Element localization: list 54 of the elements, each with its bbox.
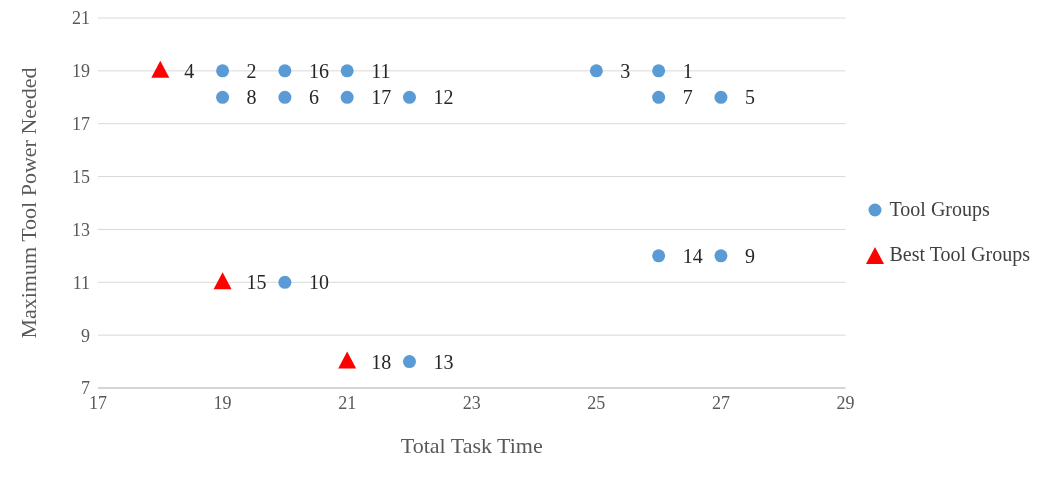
- legend-label: Tool Groups: [889, 198, 990, 221]
- annotation: 14: [682, 244, 703, 267]
- x-tick-label: 29: [836, 392, 855, 413]
- y-tick-label: 9: [81, 325, 90, 346]
- y-tick-label: 11: [72, 272, 90, 293]
- point: [652, 90, 666, 104]
- annotation: 2: [246, 59, 257, 82]
- point: [652, 64, 666, 78]
- y-tick-label: 15: [72, 166, 90, 187]
- annotation: 9: [744, 244, 755, 267]
- annotation: 11: [371, 59, 391, 82]
- y-tick-label: 19: [72, 61, 90, 82]
- annotation: 4: [184, 59, 195, 82]
- y-tick-label: 17: [72, 114, 90, 135]
- point: [278, 275, 292, 289]
- y-tick-label: 7: [81, 378, 90, 399]
- point: [151, 60, 170, 78]
- x-axis-title: Total Task Time: [400, 433, 543, 458]
- x-tick-label: 25: [587, 392, 606, 413]
- annotation: 13: [433, 350, 454, 373]
- annotation: 12: [433, 86, 454, 109]
- point: [213, 272, 232, 290]
- y-tick-label: 21: [72, 8, 90, 29]
- annotation: 6: [308, 86, 319, 109]
- point: [338, 351, 357, 369]
- y-tick-label: 13: [72, 219, 90, 240]
- annotation: 17: [371, 86, 392, 109]
- x-tick-label: 27: [711, 392, 730, 413]
- annotation: 15: [246, 271, 267, 294]
- point: [278, 90, 292, 104]
- point: [278, 64, 292, 78]
- legend-label: Best Tool Groups: [889, 243, 1030, 266]
- point: [340, 90, 354, 104]
- annotation: 5: [744, 86, 755, 109]
- annotation: 7: [682, 86, 693, 109]
- point: [216, 90, 230, 104]
- annotation: 1: [682, 59, 693, 82]
- point: [402, 355, 416, 369]
- x-tick-label: 19: [213, 392, 232, 413]
- x-tick-label: 23: [462, 392, 481, 413]
- point: [216, 64, 230, 78]
- point: [402, 90, 416, 104]
- annotation: 10: [308, 271, 329, 294]
- annotation: 3: [620, 59, 631, 82]
- point: [340, 64, 354, 78]
- annotation: 18: [371, 350, 392, 373]
- point: [714, 249, 728, 263]
- point: [652, 249, 666, 263]
- x-tick-label: 21: [338, 392, 357, 413]
- annotation: 16: [308, 59, 329, 82]
- point: [714, 90, 728, 104]
- y-axis-title: Maximum Tool Power Needed: [15, 67, 41, 339]
- point: [589, 64, 603, 78]
- annotation: 8: [246, 86, 257, 109]
